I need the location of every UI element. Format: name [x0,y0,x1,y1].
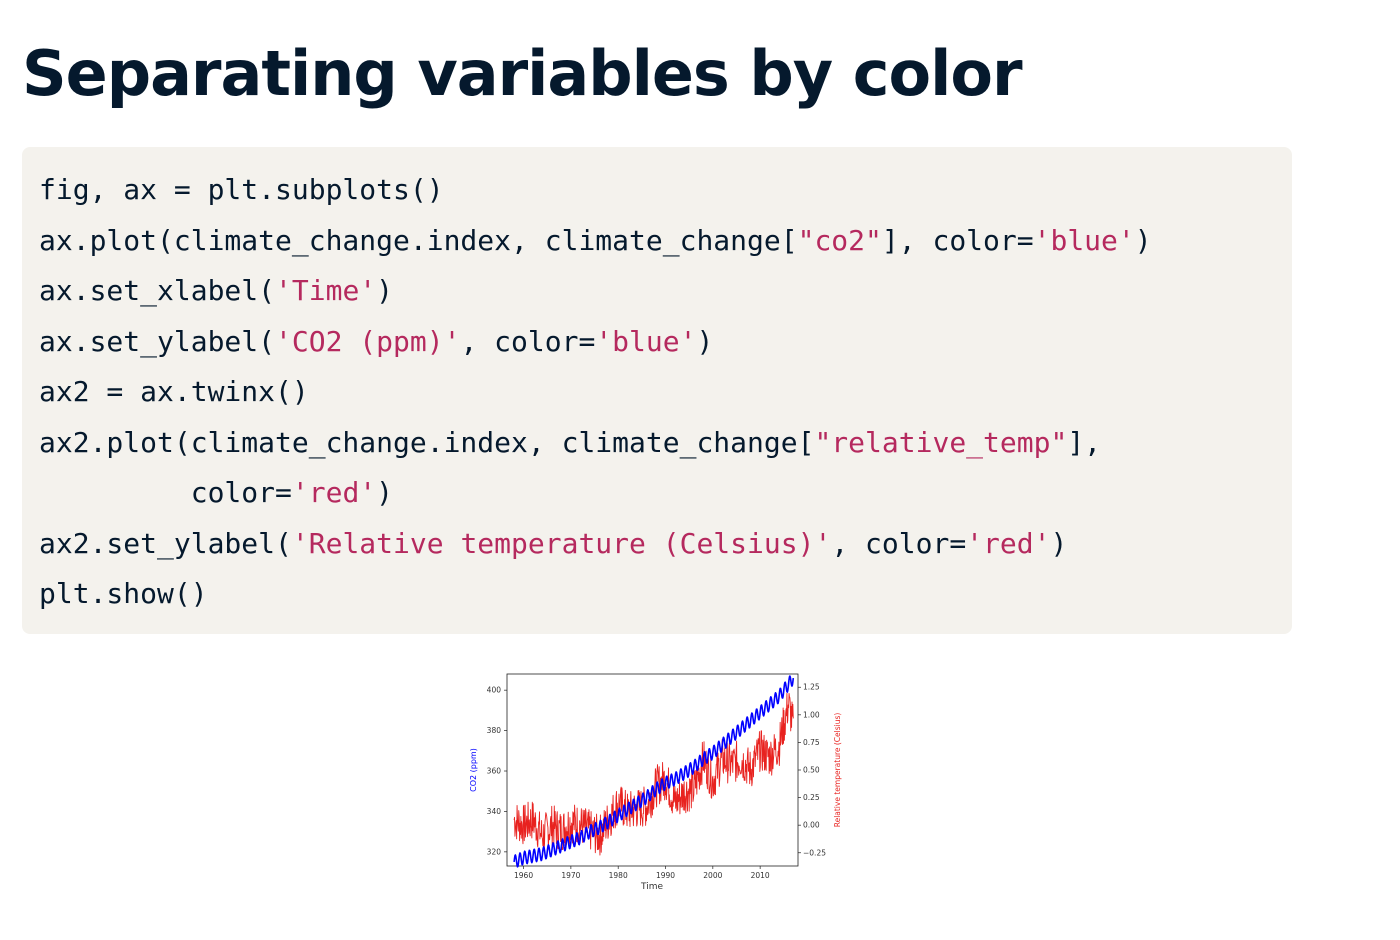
y-tick-label-left: 340 [487,807,502,816]
x-tick-label: 1970 [561,871,580,880]
twin-axis-line-chart: 1960 1970 1980 1990 2000 2010 320 340 360 380 400 −… [469,673,842,892]
code-string: 'red' [966,526,1051,560]
code-string: 'red' [291,476,377,509]
y-tick-label-right: 1.00 [803,710,820,719]
slide-title: Separating variables by color [22,37,1023,110]
code-line: ax2.set_ylabel('Relative temperature (Ce… [39,519,1292,570]
x-tick-label: 1980 [609,871,628,880]
x-tick-label: 1960 [514,871,533,880]
code-token: ) [376,476,394,509]
code-line: plt.show() [39,569,1292,620]
code-line: ax2 = ax.twinx() [39,367,1292,418]
y-axis-label-right: Relative temperature (Celsius) [833,713,842,828]
chart-figure: 1960 1970 1980 1990 2000 2010 320 340 360 380 400 −… [458,664,858,904]
code-string: "relative_temp" [814,425,1068,459]
code-token: ) [376,274,394,307]
code-line: color='red') [39,468,1292,519]
code-token: ax.set_ylabel( [39,324,276,358]
y-tick-label-right: 0.50 [803,766,820,775]
code-line: ax.set_xlabel('Time') [39,266,1292,317]
y-tick-label-right: 0.25 [803,793,820,802]
code-token: ax2 = ax.twinx() [39,375,309,408]
y-tick-label-left: 380 [487,726,502,735]
plot-area-frame [506,673,799,867]
x-tick-label: 2000 [703,871,722,880]
code-line: fig, ax = plt.subplots() [39,165,1292,216]
x-axis-label: Time [640,882,663,892]
code-line: ax.set_ylabel('CO2 (ppm)', color='blue') [39,317,1292,368]
code-token: ax2.plot(climate_change.index, climate_c… [39,425,815,459]
code-line: ax2.plot(climate_change.index, climate_c… [39,418,1292,469]
code-token: ], color= [881,223,1034,257]
y-tick-label-right: 1.25 [803,683,820,692]
code-string: 'Relative temperature (Celsius)' [291,526,832,560]
x-tick-label: 1990 [656,871,675,880]
code-token: ) [1134,223,1152,257]
code-token: , color= [831,526,967,560]
code-token: ], [1067,425,1102,459]
x-tick-label: 2010 [751,871,770,880]
code-string: 'Time' [275,274,377,307]
y-tick-label-right: 0.75 [803,738,820,747]
code-string: 'blue' [595,324,697,358]
y-tick-label-left: 320 [487,847,502,856]
code-token: ) [696,324,714,358]
code-token: ) [1050,526,1068,560]
series-line-relative-temp [513,692,794,856]
code-token: ax.plot(climate_change.index, climate_ch… [39,223,798,257]
code-string: 'CO2 (ppm)' [275,324,461,358]
y-axis-label-left: CO2 (ppm) [469,748,478,792]
code-block: fig, ax = plt.subplots() ax.plot(climate… [22,147,1292,634]
y-tick-label-left: 360 [487,767,502,776]
code-token: , color= [460,324,596,358]
y-tick-label-right: −0.25 [803,848,826,857]
code-string: "co2" [797,223,882,257]
code-token: ax.set_xlabel( [39,274,276,307]
code-token: color= [39,476,292,509]
code-token: plt.show() [39,577,208,610]
code-token: ax2.set_ylabel( [39,526,292,560]
y-tick-label-left: 400 [487,686,502,695]
code-token: fig, ax = plt.subplots() [39,173,444,206]
code-line: ax.plot(climate_change.index, climate_ch… [39,216,1292,267]
code-string: 'blue' [1033,223,1135,257]
y-tick-label-right: 0.00 [803,821,820,830]
series-line-co2 [513,675,795,868]
